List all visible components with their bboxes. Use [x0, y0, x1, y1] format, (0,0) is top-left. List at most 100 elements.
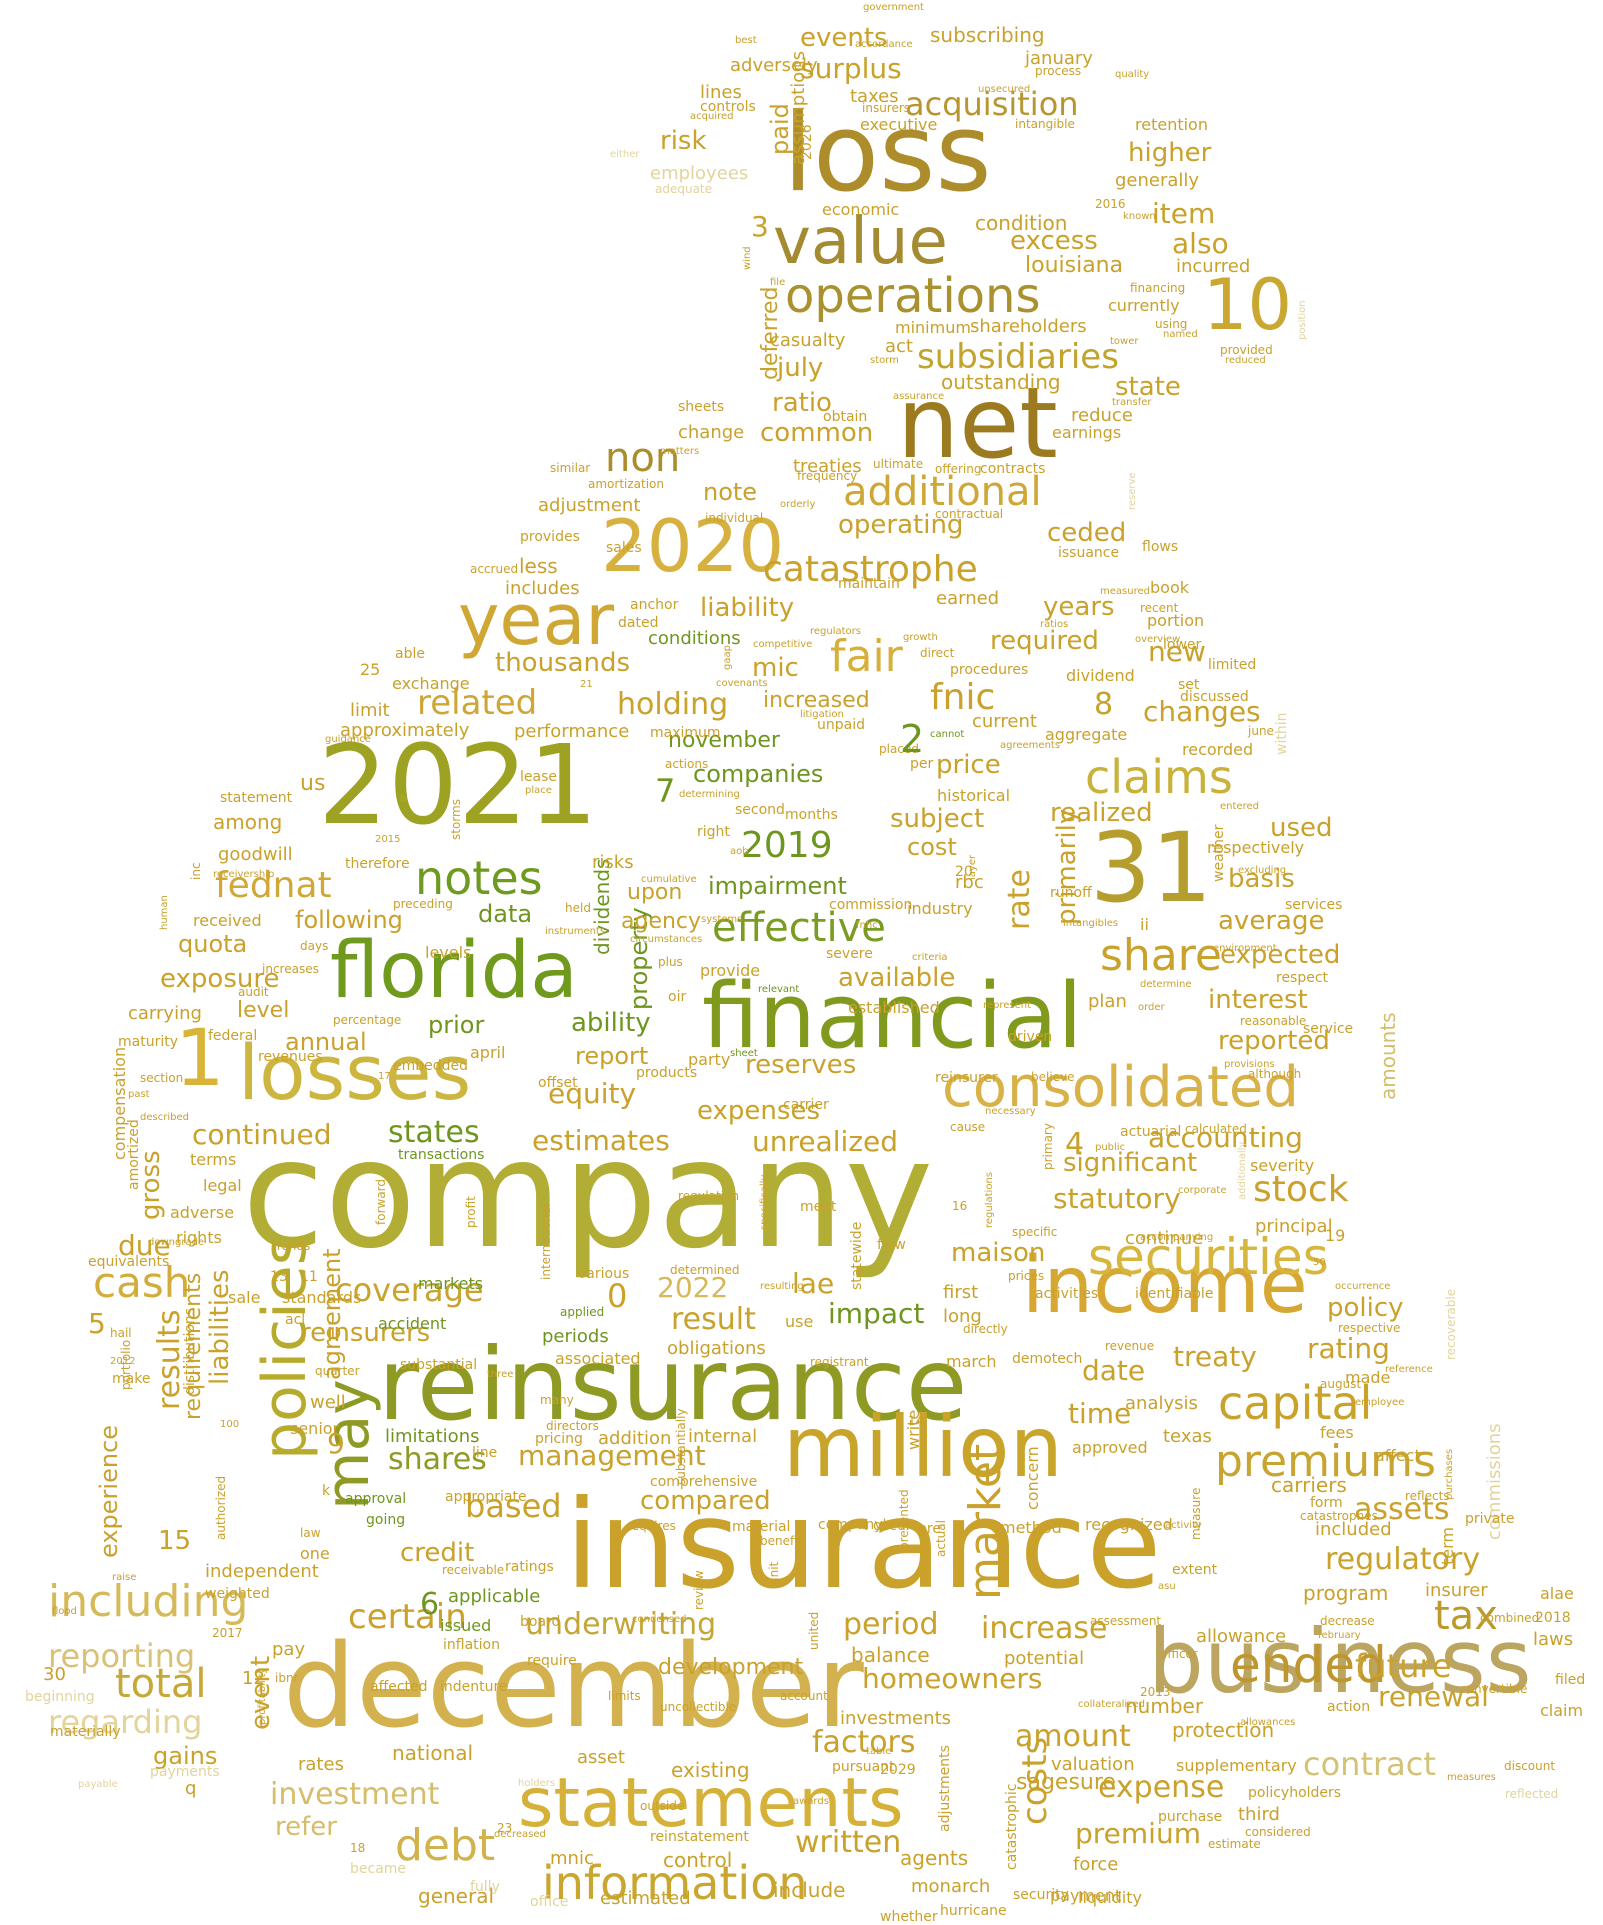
word-law: law: [300, 1526, 321, 1540]
word-14: 14: [908, 1414, 924, 1428]
word-sales: sales: [606, 540, 642, 556]
word-book: book: [1150, 578, 1189, 597]
word-adjustments: adjustments: [937, 1745, 953, 1832]
word-cannot: cannot: [930, 729, 965, 740]
word-directly: directly: [963, 1322, 1008, 1336]
word-discount: discount: [1504, 1759, 1556, 1773]
word-security: security: [1013, 1887, 1069, 1903]
word-states: states: [388, 1115, 480, 1150]
word-revenue: revenue: [1105, 1339, 1155, 1353]
word-prior: prior: [428, 1011, 485, 1039]
word-recognized: recognized: [1085, 1515, 1173, 1534]
word-months: months: [785, 807, 838, 823]
word-2029: 2029: [880, 1762, 916, 1778]
word-allowance: allowance: [1196, 1626, 1287, 1647]
word-material: material: [732, 1519, 791, 1535]
word-best: best: [735, 35, 757, 46]
word-date: date: [1082, 1354, 1146, 1387]
word-line: line: [472, 1445, 498, 1461]
word-interest: interest: [1208, 985, 1308, 1015]
word-control: control: [663, 1848, 733, 1872]
word-casualty: casualty: [770, 330, 846, 351]
word-value: value: [773, 205, 948, 279]
word-individual: individual: [705, 511, 764, 525]
word-available: available: [838, 963, 956, 993]
word-demotech: demotech: [1012, 1351, 1083, 1367]
word-incurred: incurred: [1176, 256, 1251, 277]
word-occur: occur: [873, 1518, 912, 1534]
word-unit: unit: [767, 1561, 781, 1585]
word-november: november: [668, 728, 780, 753]
word-approximately: approximately: [340, 720, 470, 741]
word-coverage: coverage: [335, 1271, 484, 1309]
word-controls: controls: [700, 99, 756, 115]
word-generally: generally: [1115, 170, 1200, 191]
word-treaties: treaties: [793, 456, 862, 477]
word-provisions: provisions: [1224, 1059, 1275, 1070]
word-corporate: corporate: [1178, 1185, 1227, 1196]
word-requires: requires: [627, 1519, 676, 1533]
word-unrealized: unrealized: [752, 1125, 899, 1158]
word-quality: quality: [1115, 69, 1150, 80]
word-services: services: [1285, 897, 1343, 913]
word-gaap: gaap: [722, 645, 733, 670]
word-claims: claims: [1085, 750, 1233, 804]
word-insurance: insurance: [565, 1474, 1162, 1616]
word-texas: texas: [1163, 1426, 1212, 1447]
word-tax: tax: [1434, 1593, 1498, 1639]
word-shares: shares: [388, 1442, 487, 1477]
word-tower: tower: [1110, 336, 1139, 347]
word-year: year: [458, 579, 615, 661]
word-obligations: obligations: [667, 1338, 766, 1359]
word-risks: risks: [592, 852, 634, 873]
word-outstanding: outstanding: [941, 370, 1061, 394]
word-set: set: [1178, 677, 1200, 693]
word-increases: increases: [262, 962, 319, 976]
word-runoff: runoff: [1050, 885, 1092, 901]
word-2013: 2013: [1140, 1685, 1171, 1699]
word-public: public: [1095, 1142, 1126, 1153]
word-standards: standards: [282, 1288, 362, 1307]
word-procedures: procedures: [950, 662, 1029, 678]
word-weather: weather: [1211, 824, 1227, 882]
word-identifiable: identifiable: [1135, 1286, 1214, 1302]
word-compared: compared: [640, 1486, 771, 1516]
word-method: method: [1000, 1518, 1062, 1537]
word-equity: equity: [548, 1077, 637, 1110]
word-january: january: [1025, 48, 1093, 69]
word-subsidiaries: subsidiaries: [917, 337, 1119, 377]
word-potential: potential: [1004, 1648, 1085, 1669]
word-assurance: assurance: [893, 391, 945, 402]
word-considered: considered: [1245, 1825, 1311, 1839]
word-consolidated: consolidated: [942, 1055, 1299, 1120]
word-additionally: additionally: [1237, 1141, 1248, 1200]
word-august: august: [1320, 1377, 1362, 1391]
word-hurricane: hurricane: [940, 1903, 1007, 1919]
word-recorded: recorded: [1182, 740, 1254, 759]
word-investments: investments: [840, 1708, 952, 1729]
word-sagesure: sagesure: [1016, 1770, 1116, 1795]
word-affect: affect: [1375, 1446, 1421, 1465]
word-policyholders: policyholders: [1248, 1785, 1342, 1801]
word-order: order: [1138, 1002, 1165, 1013]
word-2: 2: [900, 717, 925, 761]
word-registrant: registrant: [810, 1355, 869, 1369]
word-provides: provides: [520, 529, 580, 545]
word-relevant: relevant: [758, 984, 800, 995]
word-change: change: [678, 422, 745, 443]
word-determine: determine: [1140, 979, 1192, 990]
word-accounting: accounting: [1148, 1121, 1303, 1154]
word-forward: forward: [374, 1178, 388, 1225]
word-ibnr: ibnr: [275, 1671, 299, 1685]
word-experience: experience: [95, 1424, 123, 1558]
word-commission: commission: [829, 897, 913, 913]
word-revenues: revenues: [258, 1049, 323, 1065]
word-premiums: premiums: [1215, 1436, 1436, 1487]
word-certain: certain: [348, 1597, 467, 1637]
word-rate: rate: [1002, 869, 1037, 930]
word-protection: protection: [1172, 1718, 1275, 1742]
word-determined: determined: [670, 1263, 740, 1277]
word-loss: loss: [783, 91, 992, 216]
word-condition: condition: [975, 211, 1068, 235]
word-trends: trends: [272, 1239, 311, 1253]
